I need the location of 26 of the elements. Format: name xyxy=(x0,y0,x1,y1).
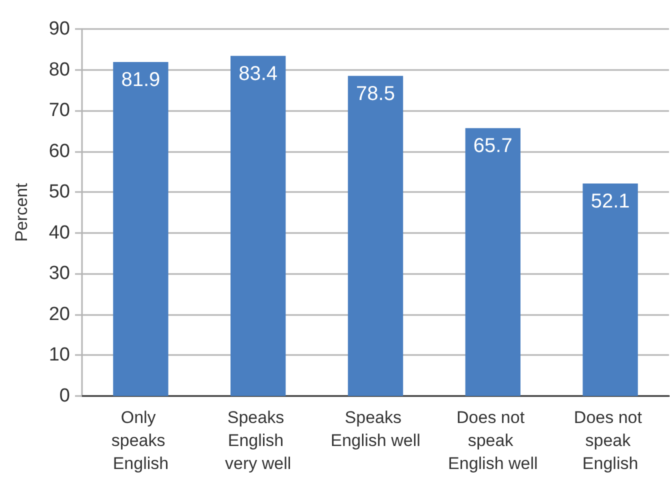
x-tick-label: Only speaks English xyxy=(111,408,170,473)
y-axis-title: Percent xyxy=(12,182,31,242)
y-tick-label: 60 xyxy=(48,140,70,162)
x-tick-label: Does not speak English well xyxy=(448,408,538,473)
data-label: 81.9 xyxy=(121,69,160,92)
bar xyxy=(582,184,638,396)
bar xyxy=(230,56,286,396)
bar xyxy=(465,128,520,396)
x-tick-label: Speaks English very well xyxy=(225,408,292,473)
x-tick-label: Does not speak English xyxy=(574,408,647,473)
bar xyxy=(113,62,168,396)
data-label: 83.4 xyxy=(238,62,278,85)
y-tick-label: 30 xyxy=(48,263,70,284)
x-tick-label: Speaks English well xyxy=(330,408,420,450)
y-tick-label: 90 xyxy=(48,18,70,40)
bar xyxy=(348,76,404,396)
y-tick-label: 80 xyxy=(48,59,70,80)
y-tick-label: 10 xyxy=(48,344,70,366)
data-label: 52.1 xyxy=(590,190,630,213)
y-tick-label: 40 xyxy=(48,222,70,244)
y-tick-label: 70 xyxy=(48,100,70,122)
y-tick-label: 0 xyxy=(59,386,70,406)
y-tick-label: 20 xyxy=(48,304,70,325)
data-label: 65.7 xyxy=(473,135,512,158)
data-label: 78.5 xyxy=(356,82,395,105)
y-tick-label: 50 xyxy=(48,182,70,203)
